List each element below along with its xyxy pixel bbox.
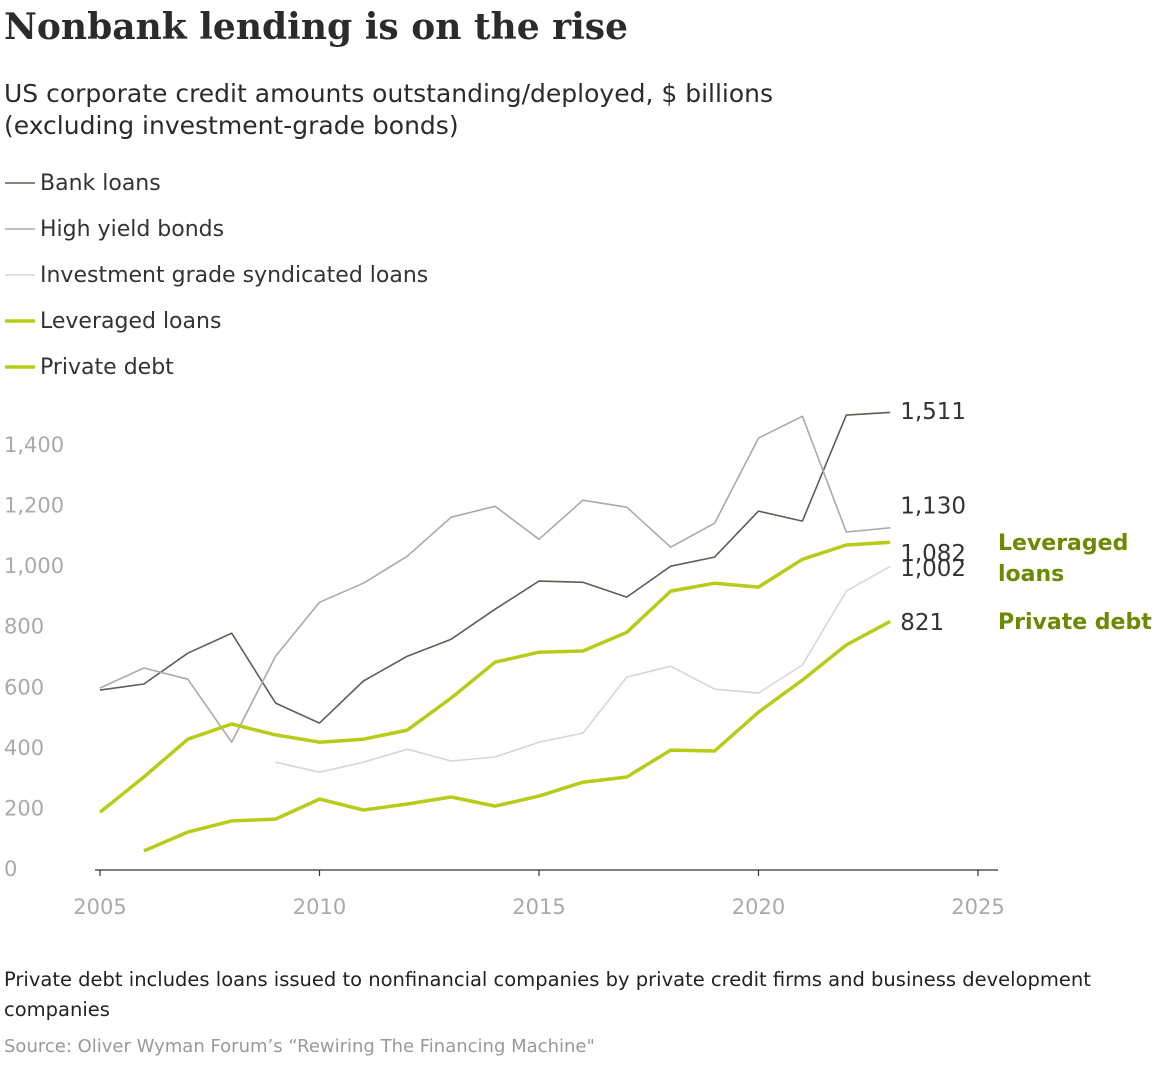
series-annotation: Private debt bbox=[998, 610, 1152, 635]
source: Source: Oliver Wyman Forum’s “Rewiring T… bbox=[4, 1036, 595, 1057]
y-tick-label: 1,000 bbox=[4, 554, 64, 578]
series-annotation: Leveraged loans bbox=[998, 531, 1129, 587]
value-label: 1,002 bbox=[900, 556, 966, 582]
legend-label: Investment grade syndicated loans bbox=[40, 263, 428, 288]
chart-subtitle: US corporate credit amounts outstanding/… bbox=[4, 79, 774, 140]
y-tick-label: 1,200 bbox=[4, 494, 64, 518]
y-tick-label: 200 bbox=[4, 796, 44, 820]
legend-label: High yield bonds bbox=[40, 217, 224, 242]
series-line bbox=[143, 619, 892, 853]
y-tick-label: 400 bbox=[4, 736, 44, 760]
footnote: Private debt includes loans issued to no… bbox=[4, 968, 1091, 1021]
series-line bbox=[99, 411, 891, 724]
value-label: 821 bbox=[900, 610, 944, 636]
value-label: 1,511 bbox=[900, 399, 966, 425]
y-tick-label: 800 bbox=[4, 615, 44, 639]
series-line bbox=[99, 415, 891, 743]
series-line bbox=[98, 540, 891, 814]
y-tick-label: 0 bbox=[4, 857, 17, 881]
y-tick-label: 600 bbox=[4, 675, 44, 699]
x-tick-label: 2025 bbox=[951, 895, 1004, 919]
x-tick-label: 2015 bbox=[512, 895, 565, 919]
x-tick-label: 2010 bbox=[293, 895, 346, 919]
value-label: 1,082 bbox=[900, 541, 966, 567]
legend-label: Leveraged loans bbox=[40, 309, 221, 334]
series-line bbox=[275, 565, 891, 773]
x-tick-label: 2020 bbox=[732, 895, 785, 919]
x-tick-label: 2005 bbox=[73, 895, 126, 919]
legend-label: Private debt bbox=[40, 355, 174, 380]
legend-label: Bank loans bbox=[40, 171, 161, 196]
value-label: 1,130 bbox=[900, 493, 966, 519]
y-tick-label: 1,400 bbox=[4, 433, 64, 457]
chart-title: Nonbank lending is on the rise bbox=[4, 6, 628, 48]
